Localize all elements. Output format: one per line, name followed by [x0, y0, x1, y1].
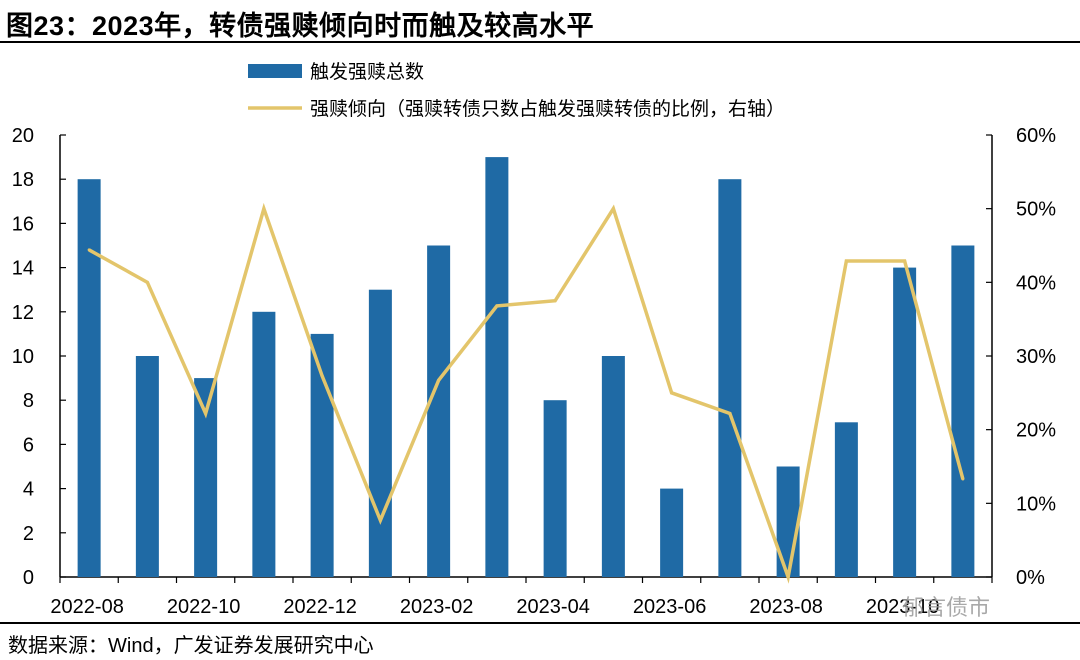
y-left-tick-label: 16 — [12, 213, 34, 235]
y-right-tick-label: 0% — [1016, 567, 1045, 589]
line-point-2022-08 — [87, 248, 91, 252]
bar-2023-09 — [834, 422, 858, 577]
bar-2023-08 — [776, 466, 800, 577]
x-tick-label: 2022-12 — [283, 596, 356, 618]
footer-divider — [0, 622, 1080, 624]
bar-2022-08 — [77, 179, 101, 577]
watermark: 郁言债市 — [902, 595, 991, 620]
y-right-tick-label: 50% — [1016, 199, 1056, 221]
y-left-tick-label: 14 — [12, 258, 34, 280]
line-point-2023-08 — [786, 575, 790, 579]
y-right-tick-label: 40% — [1016, 272, 1056, 294]
bar-series — [77, 157, 975, 577]
title-divider — [0, 41, 1080, 43]
line-point-2023-03 — [495, 304, 499, 308]
line-path — [88, 202, 965, 584]
bar-2023-11 — [951, 245, 975, 577]
legend-line-label: 强赎倾向（强赎转债只数占触发强赎转债的比例，右轴） — [310, 98, 785, 120]
bar-2022-12 — [310, 333, 334, 577]
y-right-tick-label: 30% — [1016, 346, 1056, 368]
line-point-2023-04 — [553, 299, 557, 303]
bar-2022-09 — [135, 356, 159, 577]
bar-2023-01 — [368, 289, 392, 577]
bar-2023-10 — [893, 267, 917, 577]
x-tick-label: 2023-08 — [749, 596, 822, 618]
line-series — [87, 202, 965, 584]
y-right-tick-label: 60% — [1016, 125, 1056, 147]
bar-2023-02 — [427, 245, 451, 577]
y-left-tick-label: 2 — [23, 523, 34, 545]
bar-2023-04 — [543, 400, 567, 577]
bar-2023-03 — [485, 157, 509, 577]
x-tick-label: 2022-08 — [50, 596, 123, 618]
line-point-2023-02 — [437, 378, 441, 382]
y-left-tick-label: 0 — [23, 567, 34, 589]
chart-title: 图23：2023年，转债强赎倾向时而触及较高水平 — [6, 11, 595, 41]
bar-2023-07 — [718, 179, 742, 577]
bar-2023-06 — [660, 488, 684, 577]
x-tick-label: 2023-02 — [400, 596, 473, 618]
line-point-2022-09 — [145, 280, 149, 284]
y-left-tick-label: 18 — [12, 169, 34, 191]
axes: 0 2 4 6 8 10 12 14 16 18 20 0% 10% 20% 30% 40% 50% 60% 202… — [12, 125, 1056, 618]
line-point-2023-06 — [670, 391, 674, 395]
y-left-tick-label: 4 — [23, 479, 34, 501]
x-tick-label: 2023-04 — [516, 596, 589, 618]
line-point-2023-10 — [903, 259, 907, 263]
x-tick-label: 2023-06 — [633, 596, 706, 618]
legend-bar-label: 触发强赎总数 — [310, 61, 424, 83]
line-point-2022-11 — [262, 207, 266, 211]
line-point-2023-07 — [728, 411, 732, 415]
y-right-tick-label: 10% — [1016, 493, 1056, 515]
line-point-2023-11 — [961, 477, 965, 481]
line-point-2023-01 — [378, 518, 382, 522]
bar-2023-05 — [601, 356, 625, 577]
x-tick-label: 2022-10 — [167, 596, 240, 618]
source-note: 数据来源：Wind，广发证券发展研究中心 — [8, 635, 374, 657]
bar-2022-11 — [252, 311, 276, 577]
line-point-2023-05 — [611, 207, 615, 211]
bar-2022-10 — [194, 378, 218, 577]
y-left-tick-label: 20 — [12, 125, 34, 147]
line-point-2022-10 — [204, 411, 208, 415]
y-left-tick-label: 6 — [23, 434, 34, 456]
legend-bar-swatch — [248, 64, 302, 78]
y-left-tick-label: 8 — [23, 390, 34, 412]
y-left-tick-label: 10 — [12, 346, 34, 368]
line-point-2023-09 — [844, 259, 848, 263]
line-point-2022-12 — [320, 374, 324, 378]
x-tick-label: 2023-10 — [866, 596, 939, 618]
y-right-tick-label: 20% — [1016, 420, 1056, 442]
y-left-tick-label: 12 — [12, 302, 34, 324]
